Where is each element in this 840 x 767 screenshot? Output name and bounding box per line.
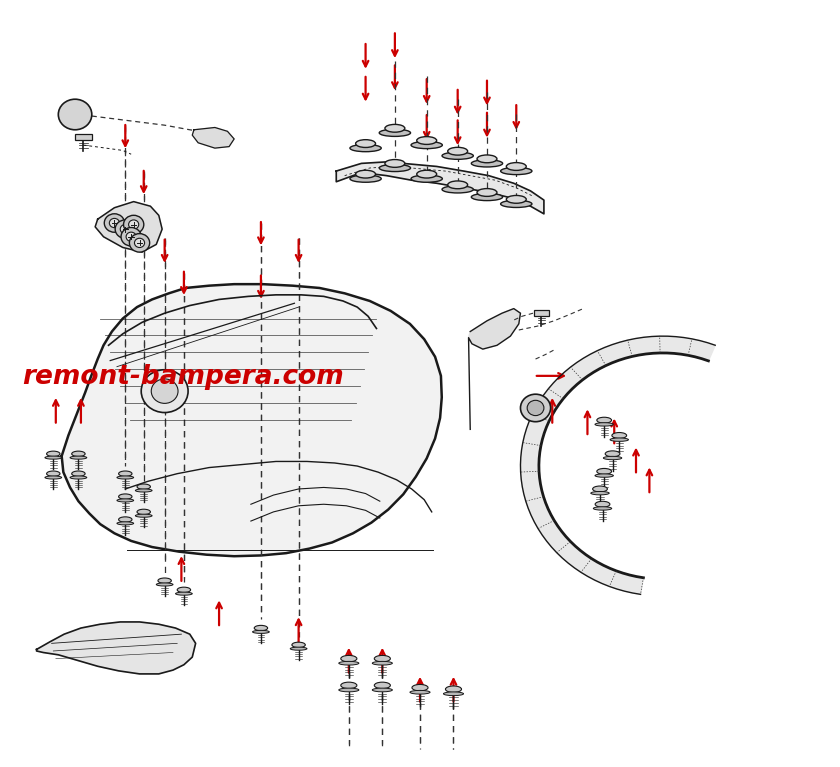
Circle shape bbox=[120, 225, 130, 234]
Polygon shape bbox=[95, 202, 162, 252]
Circle shape bbox=[151, 379, 178, 403]
Ellipse shape bbox=[501, 200, 532, 208]
Ellipse shape bbox=[118, 471, 132, 476]
Ellipse shape bbox=[46, 451, 60, 456]
Ellipse shape bbox=[507, 163, 526, 170]
Circle shape bbox=[109, 219, 119, 228]
Ellipse shape bbox=[471, 193, 502, 201]
Ellipse shape bbox=[610, 438, 628, 441]
Ellipse shape bbox=[379, 164, 411, 172]
Ellipse shape bbox=[70, 456, 87, 459]
Polygon shape bbox=[521, 336, 715, 594]
Ellipse shape bbox=[176, 592, 192, 595]
Ellipse shape bbox=[372, 688, 392, 692]
Ellipse shape bbox=[411, 141, 443, 149]
Ellipse shape bbox=[71, 451, 85, 456]
Polygon shape bbox=[37, 622, 196, 674]
Ellipse shape bbox=[341, 656, 357, 662]
Ellipse shape bbox=[375, 682, 391, 689]
Ellipse shape bbox=[477, 155, 497, 163]
Ellipse shape bbox=[507, 196, 526, 203]
Ellipse shape bbox=[442, 152, 473, 160]
Circle shape bbox=[104, 214, 124, 232]
Circle shape bbox=[129, 220, 139, 229]
Ellipse shape bbox=[71, 471, 85, 476]
Ellipse shape bbox=[477, 189, 497, 196]
Ellipse shape bbox=[117, 476, 134, 479]
Ellipse shape bbox=[417, 137, 437, 144]
Bar bbox=[75, 134, 92, 140]
Ellipse shape bbox=[410, 690, 430, 694]
Ellipse shape bbox=[448, 147, 468, 155]
Ellipse shape bbox=[253, 630, 270, 634]
Circle shape bbox=[115, 220, 135, 239]
Ellipse shape bbox=[341, 682, 357, 689]
Ellipse shape bbox=[156, 583, 173, 586]
Ellipse shape bbox=[292, 642, 305, 647]
Ellipse shape bbox=[355, 170, 375, 178]
Ellipse shape bbox=[117, 499, 134, 502]
Ellipse shape bbox=[411, 175, 443, 183]
Circle shape bbox=[134, 239, 144, 248]
Polygon shape bbox=[61, 284, 442, 556]
Ellipse shape bbox=[442, 186, 473, 193]
Ellipse shape bbox=[501, 167, 532, 175]
Ellipse shape bbox=[412, 684, 428, 691]
Text: remont-bampera.com: remont-bampera.com bbox=[23, 364, 344, 390]
Ellipse shape bbox=[596, 502, 610, 507]
Ellipse shape bbox=[417, 170, 437, 178]
Ellipse shape bbox=[605, 451, 620, 457]
Ellipse shape bbox=[612, 433, 627, 439]
Ellipse shape bbox=[591, 492, 609, 495]
Ellipse shape bbox=[379, 130, 411, 137]
Ellipse shape bbox=[372, 661, 392, 665]
Ellipse shape bbox=[158, 578, 171, 584]
Ellipse shape bbox=[385, 124, 405, 132]
Polygon shape bbox=[469, 308, 521, 349]
Polygon shape bbox=[336, 162, 544, 214]
Ellipse shape bbox=[291, 647, 307, 650]
Ellipse shape bbox=[448, 181, 468, 189]
Ellipse shape bbox=[118, 517, 132, 522]
Ellipse shape bbox=[375, 656, 391, 662]
Ellipse shape bbox=[177, 588, 191, 593]
Ellipse shape bbox=[137, 484, 150, 489]
Ellipse shape bbox=[385, 160, 405, 167]
Ellipse shape bbox=[595, 423, 613, 426]
Ellipse shape bbox=[339, 688, 359, 692]
Ellipse shape bbox=[255, 625, 268, 630]
Circle shape bbox=[521, 394, 550, 422]
Ellipse shape bbox=[593, 486, 607, 492]
Polygon shape bbox=[192, 127, 234, 148]
Ellipse shape bbox=[593, 507, 612, 510]
Ellipse shape bbox=[135, 489, 152, 492]
Circle shape bbox=[58, 99, 92, 130]
Ellipse shape bbox=[117, 522, 134, 525]
Circle shape bbox=[141, 370, 188, 413]
Ellipse shape bbox=[444, 692, 464, 696]
Ellipse shape bbox=[597, 469, 612, 474]
Ellipse shape bbox=[355, 140, 375, 147]
Ellipse shape bbox=[46, 471, 60, 476]
Ellipse shape bbox=[595, 474, 613, 477]
Ellipse shape bbox=[597, 417, 612, 423]
Bar bbox=[534, 311, 549, 316]
Ellipse shape bbox=[603, 456, 622, 459]
Ellipse shape bbox=[445, 686, 461, 693]
Ellipse shape bbox=[70, 476, 87, 479]
Ellipse shape bbox=[118, 494, 132, 499]
Circle shape bbox=[129, 234, 150, 252]
Circle shape bbox=[123, 216, 144, 234]
Ellipse shape bbox=[350, 175, 381, 183]
Circle shape bbox=[126, 232, 136, 242]
Ellipse shape bbox=[45, 476, 61, 479]
Circle shape bbox=[121, 228, 141, 246]
Ellipse shape bbox=[45, 456, 61, 459]
Ellipse shape bbox=[350, 144, 381, 152]
Ellipse shape bbox=[339, 661, 359, 665]
Ellipse shape bbox=[135, 514, 152, 517]
Ellipse shape bbox=[471, 160, 502, 167]
Ellipse shape bbox=[137, 509, 150, 515]
Circle shape bbox=[528, 400, 544, 416]
